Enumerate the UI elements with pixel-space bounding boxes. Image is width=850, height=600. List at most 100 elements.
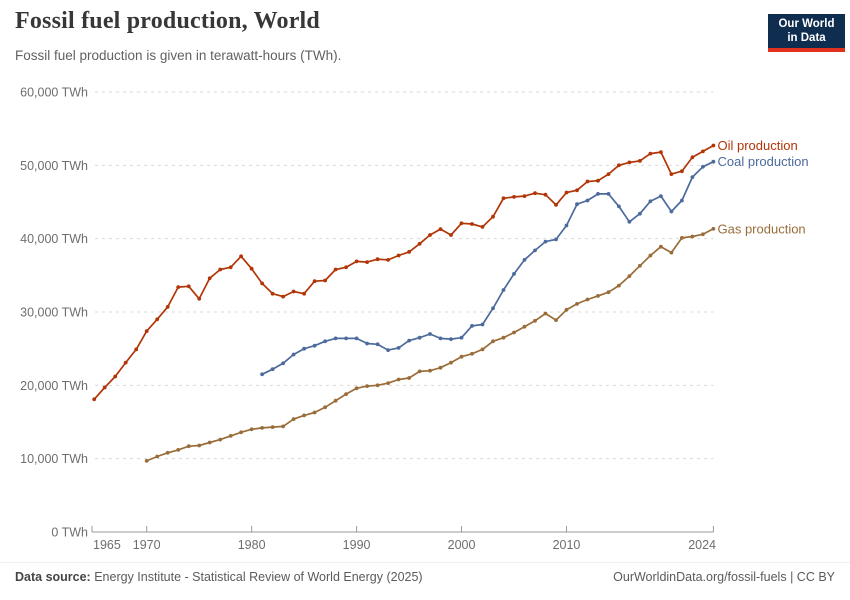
oil-series-point <box>533 191 537 196</box>
gas-series-label[interactable]: Gas production <box>718 221 806 236</box>
gas-series-point <box>522 324 527 329</box>
oil-series-point <box>186 284 191 289</box>
gas-series-point <box>459 354 464 359</box>
chart-footer: Data source: Energy Institute - Statisti… <box>0 562 850 584</box>
coal-series-point <box>260 372 264 377</box>
y-axis-tick-label: 30,000 TWh <box>20 306 88 320</box>
coal-series-point <box>333 336 338 341</box>
oil-series-point <box>144 329 149 333</box>
coal-series-point <box>659 194 663 199</box>
gas-series-point <box>470 351 474 356</box>
coal-series-point <box>543 239 548 244</box>
gas-series-point <box>239 430 244 435</box>
coal-series-point <box>648 199 653 204</box>
oil-series-point <box>312 279 317 284</box>
gas-series-point <box>407 376 411 380</box>
gas-series-point <box>165 450 170 455</box>
owid-url-link[interactable]: OurWorldinData.org/fossil-fuels <box>613 570 787 584</box>
oil-series-point <box>375 257 380 262</box>
coal-series-line[interactable] <box>261 160 714 376</box>
oil-series-point <box>228 265 233 270</box>
coal-series-point <box>522 258 527 262</box>
x-axis-tick-label: 2000 <box>448 538 476 552</box>
oil-series-point <box>491 214 495 219</box>
gas-series-point <box>155 454 160 459</box>
coal-series-point <box>449 337 453 341</box>
y-axis-tick-label: 60,000 TWh <box>20 86 88 100</box>
coal-series-point <box>711 159 716 164</box>
coal-series-point <box>281 361 285 366</box>
coal-series-point <box>344 336 348 341</box>
gas-series-point <box>596 294 600 298</box>
coal-series-label[interactable]: Coal production <box>718 154 809 169</box>
oil-series-point <box>302 291 306 296</box>
oil-series-point <box>344 265 348 270</box>
oil-series-point <box>543 192 548 197</box>
oil-series-point <box>165 305 170 309</box>
oil-series-point <box>407 250 411 254</box>
gas-series-point <box>659 244 663 249</box>
license-link[interactable]: CC BY <box>796 570 835 584</box>
coal-series-point <box>638 211 642 216</box>
coal-series-point <box>501 288 506 292</box>
oil-series-point <box>470 222 474 226</box>
oil-series-point <box>92 397 97 402</box>
oil-series-point <box>270 291 275 296</box>
gas-series-point <box>144 459 149 463</box>
gas-series-point <box>197 443 202 448</box>
gas-series-line[interactable] <box>146 228 714 462</box>
coal-series-point <box>690 175 695 180</box>
oil-series-point <box>239 254 244 259</box>
oil-series-point <box>396 253 401 258</box>
oil-series-point <box>564 190 569 195</box>
coal-series-point <box>302 346 306 351</box>
credit-divider: | <box>786 570 797 584</box>
oil-series-point <box>123 360 128 365</box>
data-source-label: Data source: <box>15 570 91 584</box>
gas-series-point <box>648 253 653 258</box>
coal-series-point <box>438 336 443 341</box>
owid-logo[interactable]: Our World in Data <box>768 14 845 52</box>
gas-series-point <box>585 297 590 302</box>
oil-series-point <box>291 289 296 294</box>
oil-series-point <box>680 169 684 174</box>
gas-series-point <box>386 381 390 385</box>
gas-series-point <box>428 368 432 373</box>
oil-series-point <box>354 259 359 264</box>
oil-series-point <box>480 225 485 229</box>
oil-series-line[interactable] <box>93 144 714 400</box>
oil-series-point <box>134 347 139 352</box>
oil-series-point <box>176 285 181 289</box>
coal-series-point <box>491 306 495 311</box>
oil-series-point <box>386 258 390 262</box>
gas-series-point <box>249 427 254 432</box>
coal-series-point <box>669 209 674 214</box>
oil-series-point <box>333 267 338 272</box>
oil-series-point <box>438 227 443 232</box>
gas-series-point <box>207 440 212 445</box>
x-axis-tick-label: 1965 <box>93 538 121 552</box>
oil-series-point <box>501 196 506 201</box>
x-axis-tick-label: 2024 <box>688 538 716 552</box>
oil-series-point <box>575 188 579 193</box>
gas-series-point <box>344 392 348 396</box>
coal-series-point <box>312 343 317 348</box>
gas-series-point <box>438 365 443 370</box>
gas-series-point <box>396 377 401 382</box>
oil-series-point <box>207 276 212 281</box>
oil-series-point <box>428 233 432 237</box>
coal-series-point <box>627 219 632 224</box>
gas-series-point <box>323 405 327 410</box>
coal-series-point <box>554 237 558 242</box>
oil-series-label[interactable]: Oil production <box>718 138 798 153</box>
gas-series-point <box>491 339 495 344</box>
coal-series-point <box>701 164 705 169</box>
gas-series-point <box>606 290 611 295</box>
gas-series-point <box>186 444 191 449</box>
gas-series-point <box>617 283 621 288</box>
gas-series-point <box>281 424 285 429</box>
gas-series-point <box>270 425 275 429</box>
gas-series-point <box>291 417 296 421</box>
